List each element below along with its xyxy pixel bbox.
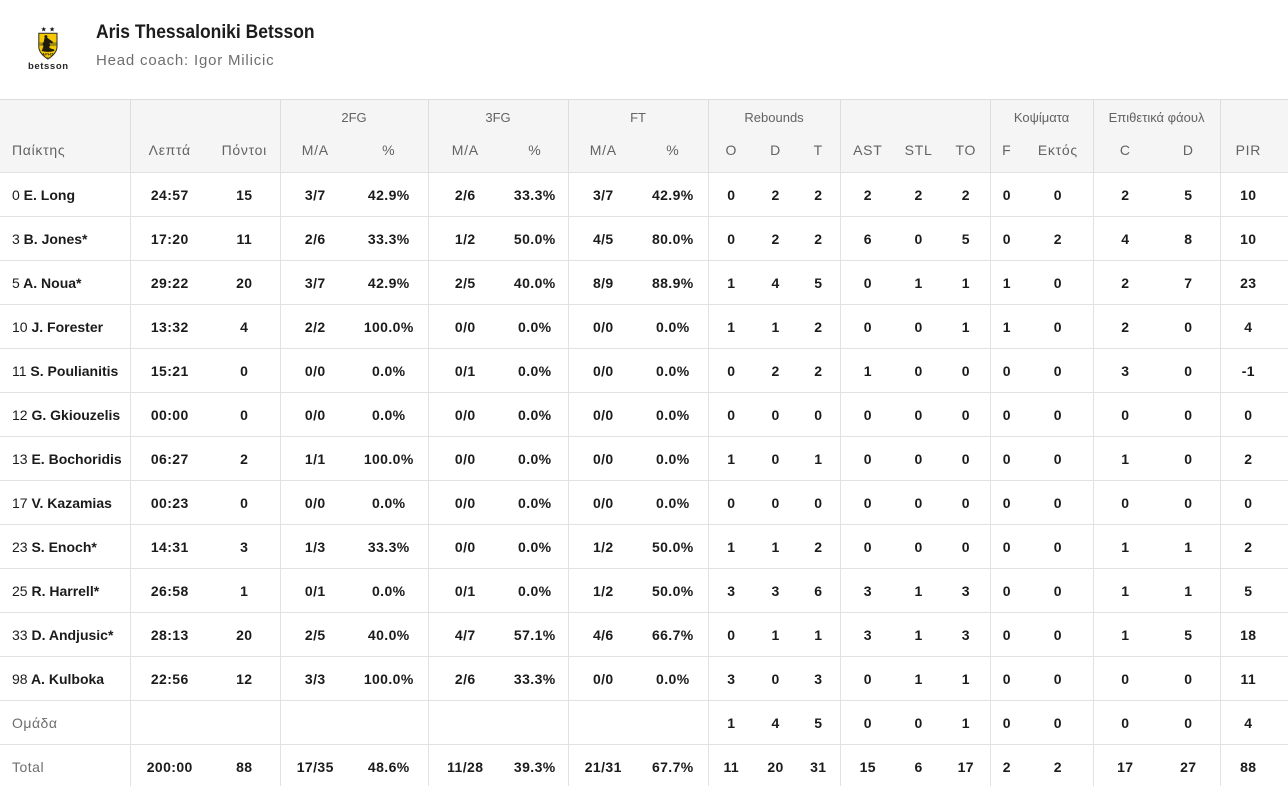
svg-text:ΑΡΗΣ: ΑΡΗΣ <box>42 51 54 56</box>
svg-text:1914: 1914 <box>46 58 52 60</box>
